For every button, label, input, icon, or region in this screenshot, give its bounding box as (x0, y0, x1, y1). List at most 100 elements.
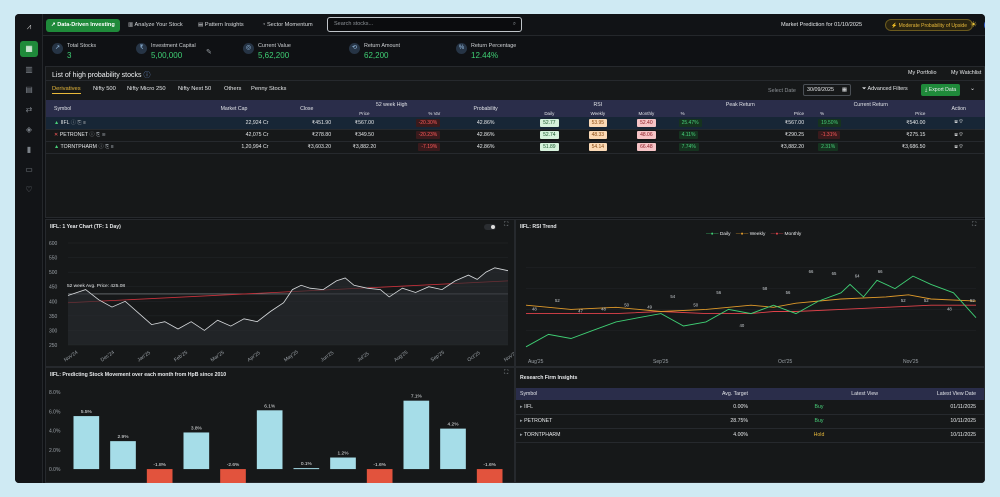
briefcase-icon[interactable]: ⧈ (954, 131, 958, 138)
search-icon: ⌕ (512, 21, 516, 27)
x-tick-label: Jan'25 (136, 350, 152, 363)
price-area (68, 267, 508, 345)
briefcase-icon[interactable]: ⧈ (954, 119, 958, 126)
heart-icon[interactable]: ♡ (25, 185, 33, 194)
bar (293, 468, 320, 470)
insights-table: Symbol Avg. Target Latest View Latest Vi… (516, 388, 984, 443)
calendar-icon: ▦ (841, 87, 847, 93)
stock-list-panel: List of high probability stocks ⓘ My Por… (45, 66, 985, 218)
x-tick-label: May'25 (283, 349, 300, 363)
rsi-data-label: 58 (763, 286, 768, 291)
briefcase-icon[interactable]: ⧈ (954, 143, 958, 150)
heart-icon[interactable]: ♡ (959, 131, 963, 138)
toggle-switch[interactable] (484, 224, 496, 230)
y-tick-label: 6.0% (49, 409, 61, 415)
rsi-data-label: 49 (647, 304, 652, 309)
subtab-derivatives[interactable]: Derivatives (52, 86, 81, 94)
up-arrow-icon: ▲ (54, 144, 60, 150)
rsi-data-label: 48 (947, 307, 952, 312)
legend-weekly-icon: —●— (735, 232, 749, 237)
table-row[interactable]: ▸ IIFL 0.00% Buy 01/11/2025 (516, 400, 984, 414)
stats-icon[interactable]: ▮ (26, 145, 32, 154)
grid-icon[interactable]: ▤ (25, 85, 33, 94)
expand-icon[interactable]: ⛶ (972, 222, 977, 228)
app-window: ⩘ ▦ ▥ ▤ ⇄ ◈ ▮ ▭ ♡ ↗ Data-Driven Investin… (15, 14, 985, 483)
x-tick-label: Nov'24 (63, 349, 79, 363)
rsi-data-label: 48 (601, 307, 606, 312)
rsi-data-label: 54 (670, 294, 675, 299)
return-icon: ⟲ (349, 43, 360, 54)
y-tick-label: 8.0% (49, 390, 61, 396)
capital-icon: ₹ (136, 43, 147, 54)
expand-icon[interactable]: ⛶ (504, 370, 509, 376)
sidebar: ⩘ ▦ ▥ ▤ ⇄ ◈ ▮ ▭ ♡ (15, 14, 43, 483)
stocks-icon: ↗ (52, 43, 63, 54)
top-bar: ↗ Data-Driven Investing ▥ Analyze Your S… (43, 14, 985, 36)
rsi-chart: Aug'25 Sep'25 Oct'25 Nov'25 48 52 47 48 50 49 54 50… (525, 267, 977, 365)
rsi-data-label: 64 (855, 273, 860, 278)
bar (440, 428, 466, 470)
bullet-icon: ▸ (520, 403, 523, 410)
subtab-others[interactable]: Others (224, 86, 242, 92)
rsi-data-label: 50 (693, 302, 698, 307)
briefcase-icon[interactable]: ▭ (25, 165, 33, 174)
bar (476, 469, 503, 483)
my-portfolio-link[interactable]: My Portfolio (908, 70, 937, 76)
y-tick-label: 500 (49, 270, 58, 276)
subtab-nifty-next-50[interactable]: Nifty Next 50 (178, 86, 212, 92)
logo-icon[interactable]: ⩘ (26, 22, 32, 31)
bar-chart-icon[interactable]: ▥ (25, 65, 33, 74)
subtab-nifty-500[interactable]: Nifty 500 (93, 86, 116, 92)
edit-icon[interactable]: ✎ (206, 49, 212, 56)
tab-analyze-your-stock[interactable]: ▥ Analyze Your Stock (128, 22, 183, 28)
tab-data-driven-investing[interactable]: ↗ Data-Driven Investing (46, 19, 120, 32)
row-tools-icon[interactable]: ⓘ ⎘ ≋ (70, 119, 86, 126)
subtab-penny-stocks[interactable]: Penny Stocks (251, 86, 287, 92)
table-row[interactable]: ▸ PETRONET 28.75% Buy 10/11/2025 (516, 414, 984, 428)
theme-toggle-icon[interactable]: ☀ (970, 20, 978, 29)
divider (46, 80, 985, 81)
subtab-nifty-micro-250[interactable]: Nifty Micro 250 (127, 86, 166, 92)
y-tick-label: 450 (49, 285, 58, 291)
bar-value-label: -1.8% (153, 462, 166, 468)
close-icon: ✕ (54, 132, 59, 138)
avatar[interactable]: MS (984, 19, 985, 31)
x-tick-label: Dec'24 (100, 349, 116, 363)
bar-value-label: 4.2% (448, 422, 460, 428)
tab-pattern-insights[interactable]: ▤ Pattern Insights (198, 22, 244, 28)
table-row[interactable]: ▸ TORNTPHARM 4.00% Hold 10/11/2025 (516, 428, 984, 442)
y-tick-label: 550 (49, 256, 58, 262)
rsi-data-label: 52 (924, 298, 929, 303)
bar (220, 469, 246, 483)
row-tools-icon[interactable]: ⓘ ⎘ ≋ (98, 144, 114, 150)
filter-icon: ⏷ (862, 86, 867, 92)
info-icon[interactable]: ⓘ (143, 72, 151, 79)
bar (146, 469, 173, 483)
row-tools-icon[interactable]: ⓘ ⎘ ≋ (89, 132, 106, 138)
layers-icon[interactable]: ◈ (25, 125, 33, 134)
x-tick-label: Oct'25 (466, 350, 481, 363)
select-date-label: Select Date (768, 88, 796, 94)
table-row[interactable]: ▲ IIFL ⓘ ⎘ ≋ 22,924 Cr ₹451.90 ₹567.00 -… (46, 117, 985, 129)
bullet-icon: ▸ (520, 432, 523, 438)
stock-table: Symbol Market Cap Close 52 week High Pro… (46, 100, 985, 154)
chevron-down-icon[interactable]: ⌄ (970, 86, 976, 92)
monthly-movement-panel: IIFL: Predicting Stock Movement over eac… (45, 367, 515, 483)
heart-icon[interactable]: ♡ (959, 143, 963, 150)
x-tick-label: Sep'25 (430, 349, 446, 363)
advanced-filters-button[interactable]: ⏷ Advanced Filters (862, 86, 908, 92)
export-data-button[interactable]: ⤓ Export Data (921, 84, 961, 96)
expand-icon[interactable]: ⛶ (504, 222, 509, 228)
search-input[interactable]: Search stocks... ⌕ (327, 17, 522, 32)
exchange-icon[interactable]: ⇄ (25, 105, 33, 114)
table-row[interactable]: ✕ PETRONET ⓘ ⎘ ≋ 42,075 Cr ₹278.80 ₹349.… (46, 129, 985, 141)
heart-icon[interactable]: ♡ (959, 119, 963, 126)
x-tick-label: Oct'25 (778, 359, 793, 365)
bar (403, 400, 430, 470)
date-picker[interactable]: 30/09/2025 ▦ (803, 84, 851, 96)
trend-line (67, 280, 509, 304)
table-row[interactable]: ▲ TORNTPHARM ⓘ ⎘ ≋ 1,20,994 Cr ₹3,603.20… (46, 141, 985, 153)
dashboard-icon[interactable]: ▦ (20, 41, 38, 57)
my-watchlist-link[interactable]: My Watchlist (951, 70, 982, 76)
tab-sector-momentum[interactable]: ◔ Sector Momentum (262, 22, 313, 28)
